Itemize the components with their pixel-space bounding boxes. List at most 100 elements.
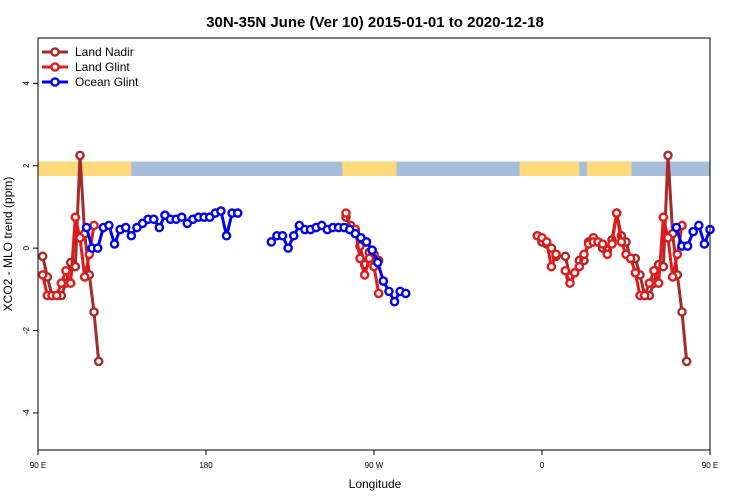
point-land-glint-46 xyxy=(644,278,655,288)
point-land-glint-3 xyxy=(51,290,62,301)
point-land-glint-43 xyxy=(630,268,641,278)
land-mask-band xyxy=(38,161,710,177)
point-land-glint-25 xyxy=(546,261,557,272)
point-land-glint-16 xyxy=(355,253,365,264)
series-land-glint xyxy=(37,208,687,301)
point-land-glint-5 xyxy=(61,265,71,276)
point-land-glint-0 xyxy=(37,270,48,280)
point-ocean-glint-5 xyxy=(104,220,114,231)
point-land-nadir-56 xyxy=(681,356,692,367)
point-ocean-glint-56 xyxy=(389,296,400,307)
point-land-nadir-52 xyxy=(663,150,673,161)
point-ocean-glint-18 xyxy=(176,212,187,223)
point-ocean-glint-b-2 xyxy=(682,241,693,251)
point-land-glint-8 xyxy=(75,233,85,243)
point-land-glint-6 xyxy=(65,278,76,288)
point-land-glint-18 xyxy=(364,253,375,264)
point-ocean-glint-14 xyxy=(154,222,165,233)
point-land-glint-30 xyxy=(569,268,580,278)
x-axis-label: Longitude xyxy=(349,477,402,491)
point-ocean-glint-38 xyxy=(288,230,299,241)
series-layer xyxy=(37,150,715,367)
point-ocean-glint-b-5 xyxy=(699,239,710,249)
point-land-glint-50 xyxy=(663,233,673,243)
land-band-0 xyxy=(38,161,132,177)
point-land-glint-39 xyxy=(611,208,622,218)
point-land-glint-13 xyxy=(341,208,351,218)
point-ocean-glint-1 xyxy=(81,222,92,233)
point-land-glint-29 xyxy=(565,278,575,288)
point-ocean-glint-36 xyxy=(277,230,288,241)
point-land-nadir-12 xyxy=(93,356,104,367)
point-ocean-glint-26 xyxy=(221,230,232,241)
x-tick-label-0: 90 E xyxy=(30,461,46,470)
land-band-3 xyxy=(586,161,632,177)
point-ocean-glint-52 xyxy=(367,245,377,255)
x-tick-label-2: 90 W xyxy=(365,461,384,470)
point-ocean-glint-b-3 xyxy=(688,226,699,237)
point-land-glint-45 xyxy=(639,290,650,301)
series-ocean-glint-b xyxy=(671,220,715,251)
point-ocean-glint-13 xyxy=(148,214,159,225)
land-band-1 xyxy=(342,161,397,177)
point-land-glint-42 xyxy=(625,253,636,264)
point-land-glint-28 xyxy=(560,265,571,276)
point-land-glint-52 xyxy=(672,249,683,260)
point-ocean-glint-b-0 xyxy=(671,222,682,233)
point-ocean-glint-55 xyxy=(384,286,394,297)
point-ocean-glint-51 xyxy=(361,237,372,247)
point-land-glint-20 xyxy=(373,288,384,299)
point-land-glint-38 xyxy=(607,239,617,249)
point-land-nadir-8 xyxy=(75,150,85,161)
point-ocean-glint-b-4 xyxy=(694,220,704,231)
land-band-2 xyxy=(519,161,580,177)
point-land-glint-49 xyxy=(658,212,669,223)
point-ocean-glint-6 xyxy=(109,239,120,249)
point-ocean-glint-54 xyxy=(378,276,389,286)
point-ocean-glint-37 xyxy=(283,243,293,253)
point-land-nadir-55 xyxy=(677,307,687,317)
point-ocean-glint-25 xyxy=(216,206,226,216)
y-tick-label-0: -4 xyxy=(22,409,31,417)
point-land-glint-40 xyxy=(616,237,627,247)
point-land-glint-47 xyxy=(649,265,659,276)
y-tick-label-3: 2 xyxy=(22,163,31,168)
x-axis: 90 E 180 90 W 0 90 E xyxy=(30,450,718,470)
legend-marker-1 xyxy=(50,62,60,72)
legend-label-2: Ocean Glint xyxy=(75,75,139,89)
point-ocean-glint-3 xyxy=(92,243,103,253)
point-land-glint-4 xyxy=(56,278,67,288)
point-land-glint-11 xyxy=(89,220,99,231)
point-land-nadir-11 xyxy=(89,307,99,317)
point-land-glint-36 xyxy=(597,239,608,249)
legend-marker-0 xyxy=(50,47,60,57)
point-land-glint-26 xyxy=(551,249,561,260)
x-tick-label-4: 90 E xyxy=(702,461,718,470)
point-ocean-glint-28 xyxy=(232,208,243,218)
point-land-glint-32 xyxy=(579,249,589,260)
point-land-glint-24 xyxy=(541,237,552,247)
legend-marker-2 xyxy=(50,77,60,87)
point-land-glint-31 xyxy=(574,261,585,272)
point-land-glint-51 xyxy=(667,272,678,282)
x-tick-label-3: 0 xyxy=(540,461,545,470)
point-land-glint-48 xyxy=(653,278,664,288)
point-land-glint-7 xyxy=(70,212,81,223)
series-ocean-glint xyxy=(81,206,411,307)
legend-label-1: Land Glint xyxy=(75,60,130,74)
y-axis: -4 -2 0 2 4 xyxy=(22,81,38,417)
legend-label-0: Land Nadir xyxy=(75,45,134,59)
point-ocean-glint-9 xyxy=(126,230,137,241)
y-tick-label-1: -2 xyxy=(22,326,31,334)
point-ocean-glint-34 xyxy=(266,237,277,247)
point-land-glint-9 xyxy=(79,272,90,282)
point-ocean-glint-53 xyxy=(372,257,383,268)
point-ocean-glint-8 xyxy=(120,222,131,233)
point-land-nadir-0 xyxy=(37,251,48,262)
point-land-nadir-30 xyxy=(560,251,571,262)
y-tick-label-4: 4 xyxy=(22,81,31,86)
chart-title: 30N-35N June (Ver 10) 2015-01-01 to 2020… xyxy=(206,14,544,31)
y-tick-label-2: 0 xyxy=(22,245,31,250)
